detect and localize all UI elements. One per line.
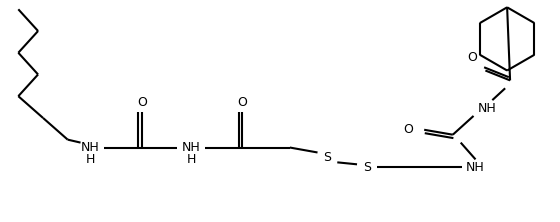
Text: NH: NH (478, 101, 497, 115)
Text: NH: NH (182, 141, 200, 154)
Text: O: O (237, 96, 248, 109)
Text: H: H (86, 153, 95, 166)
Text: H: H (186, 153, 196, 166)
Text: NH: NH (466, 161, 485, 174)
Text: O: O (403, 123, 413, 136)
Text: NH: NH (81, 141, 100, 154)
Text: O: O (468, 51, 478, 64)
Text: S: S (363, 161, 371, 174)
Text: S: S (323, 151, 332, 164)
Text: O: O (137, 96, 147, 109)
